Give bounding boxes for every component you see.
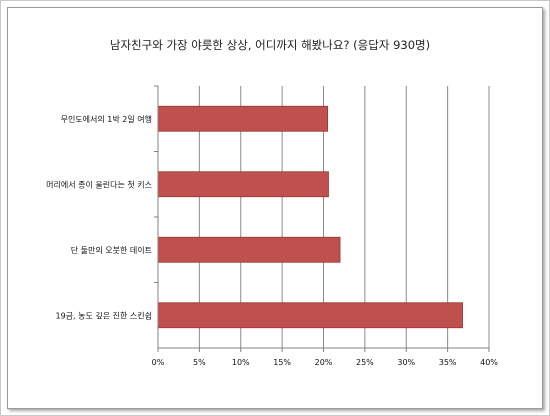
bar — [157, 105, 329, 132]
x-tick-label: 35% — [439, 358, 457, 367]
x-tick-label: 0% — [152, 358, 165, 367]
bars — [157, 105, 463, 329]
x-tick-label: 15% — [273, 358, 291, 367]
x-tick-label: 10% — [232, 358, 250, 367]
chart-frame — [7, 7, 543, 409]
x-tick-label: 25% — [356, 358, 374, 367]
x-tick-label: 20% — [315, 358, 333, 367]
bar — [157, 302, 463, 329]
x-tick-label: 30% — [397, 358, 415, 367]
x-tick-label: 40% — [480, 358, 498, 367]
chart-title: 남자친구와 가장 야릇한 상상, 어디까지 해봤나요? (응답자 930명) — [110, 38, 430, 52]
category-label: 머리에서 종이 울린다는 첫 키스 — [46, 179, 152, 189]
category-label: 무인도에서의 1박 2일 여행 — [61, 114, 152, 124]
category-label: 19금, 농도 깊은 진한 스킨쉽 — [56, 310, 153, 320]
axes — [157, 86, 489, 349]
x-tick-label: 5% — [193, 358, 206, 367]
bar — [157, 171, 329, 198]
category-label: 단 둘만의 오붓한 데이트 — [71, 245, 152, 255]
bar — [157, 236, 341, 263]
tick-labels: 0% 5% 10% 15% 20% 25% 30% 35% 40% — [152, 358, 499, 367]
